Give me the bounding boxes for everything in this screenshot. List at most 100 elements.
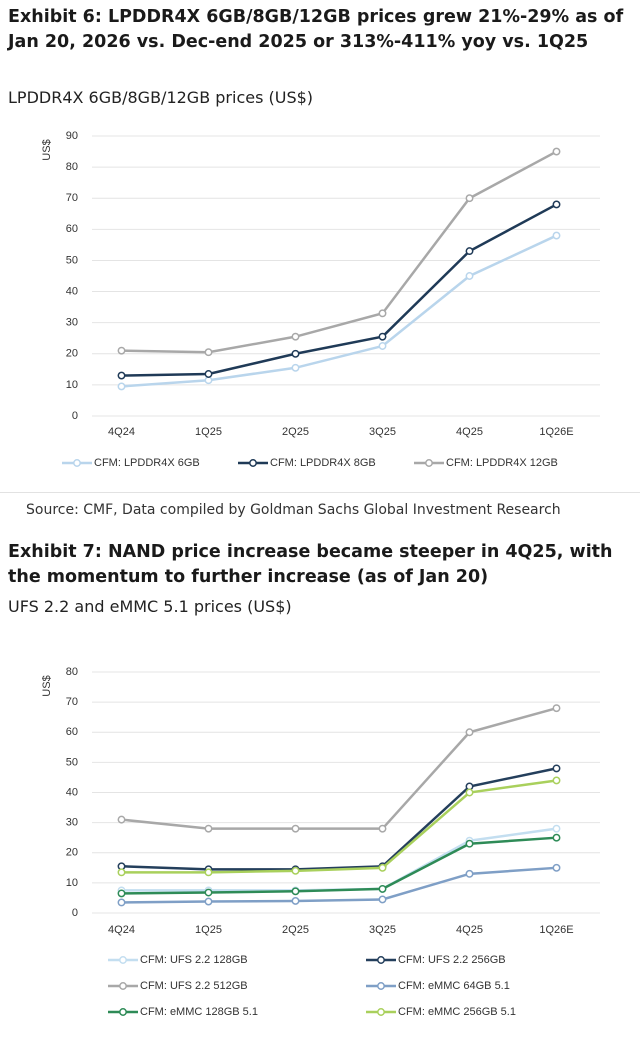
x-tick-label: 4Q25 bbox=[456, 426, 483, 438]
data-point bbox=[291, 824, 300, 833]
y-tick-label: 70 bbox=[66, 696, 78, 708]
x-tick-label: 4Q24 bbox=[108, 426, 135, 438]
data-point bbox=[465, 194, 474, 203]
data-point bbox=[291, 887, 300, 896]
data-point bbox=[117, 889, 126, 898]
legend-label: CFM: eMMC 128GB 5.1 bbox=[140, 1006, 258, 1018]
data-point bbox=[291, 866, 300, 875]
x-tick-label: 1Q26E bbox=[539, 924, 573, 936]
legend-label: CFM: eMMC 64GB 5.1 bbox=[398, 980, 510, 992]
x-tick-label: 1Q25 bbox=[195, 924, 222, 936]
y-tick-label: 20 bbox=[66, 847, 78, 859]
series-line bbox=[121, 203, 558, 377]
y-tick-label: 10 bbox=[66, 877, 78, 889]
series-line bbox=[121, 779, 557, 874]
y-tick-label: 30 bbox=[66, 817, 78, 829]
exhibit-subtitle: UFS 2.2 and eMMC 5.1 prices (US$) bbox=[8, 597, 292, 616]
y-axis-label: US$ bbox=[41, 675, 53, 696]
x-tick-label: 4Q25 bbox=[456, 924, 483, 936]
y-tick-label: 70 bbox=[66, 192, 78, 204]
legend-marker bbox=[377, 982, 385, 990]
y-tick-label: 60 bbox=[66, 223, 78, 235]
legend-marker bbox=[377, 956, 385, 964]
data-point bbox=[204, 868, 213, 877]
y-tick-label: 40 bbox=[66, 786, 78, 798]
legend-label: CFM: LPDDR4X 12GB bbox=[446, 457, 558, 469]
y-axis-label: US$ bbox=[41, 139, 53, 160]
series-line bbox=[121, 150, 558, 354]
data-point bbox=[204, 370, 213, 378]
data-point bbox=[465, 788, 474, 797]
series-line bbox=[121, 234, 558, 388]
data-point bbox=[465, 272, 474, 280]
data-point bbox=[117, 382, 126, 391]
data-point bbox=[117, 815, 126, 824]
legend-label: CFM: UFS 2.2 256GB bbox=[398, 954, 506, 966]
y-tick-label: 0 bbox=[72, 907, 78, 919]
data-point bbox=[552, 764, 561, 773]
data-point bbox=[465, 839, 474, 848]
data-point bbox=[465, 869, 474, 878]
legend-marker bbox=[119, 1008, 127, 1016]
legend-label: CFM: LPDDR4X 8GB bbox=[270, 457, 376, 469]
data-point bbox=[378, 863, 387, 872]
data-point bbox=[117, 898, 126, 907]
data-point bbox=[552, 147, 561, 156]
data-point bbox=[117, 868, 126, 877]
chart: US$ 0 10 20 30 40 50 60 70 80 90 4Q24 1Q25 2Q25 3Q25 4Q… bbox=[41, 130, 600, 469]
y-tick-label: 90 bbox=[66, 130, 78, 142]
series-line bbox=[121, 866, 557, 904]
exhibit-title: Exhibit 7: NAND price increase became st… bbox=[8, 542, 613, 587]
data-point bbox=[291, 332, 300, 341]
data-point bbox=[291, 897, 300, 905]
legend-marker bbox=[119, 982, 127, 990]
data-point bbox=[291, 363, 300, 372]
legend-marker bbox=[119, 956, 127, 964]
data-point bbox=[552, 824, 561, 833]
y-tick-label: 0 bbox=[72, 410, 78, 422]
data-point bbox=[552, 863, 561, 872]
data-point bbox=[465, 247, 474, 256]
legend-label: CFM: UFS 2.2 512GB bbox=[140, 980, 248, 992]
divider bbox=[0, 492, 640, 493]
x-tick-label: 2Q25 bbox=[282, 924, 309, 936]
y-tick-label: 60 bbox=[66, 726, 78, 738]
y-tick-label: 80 bbox=[66, 161, 78, 173]
legend-label: CFM: eMMC 256GB 5.1 bbox=[398, 1006, 516, 1018]
x-tick-label: 4Q24 bbox=[108, 924, 135, 936]
data-point bbox=[117, 346, 126, 355]
x-tick-label: 3Q25 bbox=[369, 924, 396, 936]
exhibit-title: Exhibit 6: LPDDR4X 6GB/8GB/12GB prices g… bbox=[8, 7, 624, 52]
data-point bbox=[552, 200, 561, 209]
y-tick-label: 50 bbox=[66, 254, 78, 266]
data-point bbox=[552, 833, 561, 842]
data-point bbox=[204, 376, 213, 385]
legend-marker bbox=[377, 1008, 385, 1016]
series-line bbox=[121, 706, 557, 830]
data-point bbox=[378, 342, 387, 350]
exhibit-subtitle: LPDDR4X 6GB/8GB/12GB prices (US$) bbox=[8, 88, 314, 107]
data-point bbox=[204, 824, 213, 833]
data-point bbox=[552, 776, 561, 785]
y-tick-label: 10 bbox=[66, 379, 78, 391]
source-note: Source: CMF, Data compiled by Goldman Sa… bbox=[26, 502, 561, 518]
y-tick-label: 30 bbox=[66, 317, 78, 329]
data-point bbox=[204, 888, 213, 897]
data-point bbox=[378, 824, 387, 833]
data-point bbox=[204, 897, 213, 906]
data-point bbox=[117, 371, 126, 380]
series-line bbox=[121, 767, 557, 871]
series-line bbox=[121, 827, 557, 892]
x-tick-label: 1Q26E bbox=[539, 426, 573, 438]
legend-label: CFM: LPDDR4X 6GB bbox=[94, 457, 200, 469]
data-point bbox=[378, 309, 387, 318]
data-point bbox=[378, 332, 387, 341]
series-line bbox=[121, 836, 557, 895]
data-point bbox=[465, 728, 474, 737]
y-tick-label: 40 bbox=[66, 285, 78, 297]
data-point bbox=[291, 349, 300, 358]
x-tick-label: 1Q25 bbox=[195, 426, 222, 438]
data-point bbox=[552, 704, 561, 713]
chart: US$ 0 10 20 30 40 50 60 70 80 4Q24 1Q25 2Q25 3Q25 4Q25… bbox=[41, 666, 600, 1018]
